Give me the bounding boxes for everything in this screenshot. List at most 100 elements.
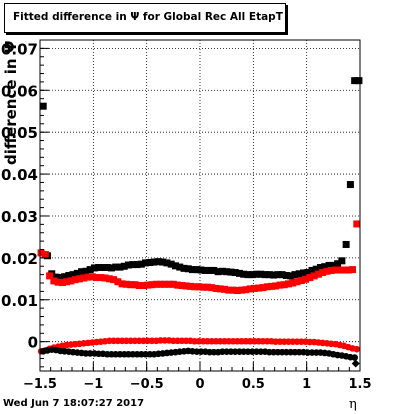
data-point-square (52, 273, 60, 281)
data-point-square (285, 280, 293, 288)
data-point-square (280, 281, 288, 289)
data-point-square (259, 284, 267, 292)
data-point-square (73, 269, 81, 277)
y-tick-label: 0.01 (1, 292, 38, 310)
data-point-square (338, 257, 346, 265)
data-point-square (319, 269, 327, 277)
data-point-square (165, 280, 173, 288)
data-point-square (323, 267, 331, 275)
data-point-square (317, 264, 325, 272)
data-point-square (349, 266, 357, 274)
chart-title: Fitted difference in Ψ for Global Rec Al… (13, 11, 283, 23)
data-point-square (174, 281, 182, 289)
data-point-square (240, 270, 248, 278)
data-point-square (193, 266, 201, 274)
data-point-square (86, 266, 94, 274)
data-point-square (344, 266, 352, 274)
data-point-square (69, 271, 77, 279)
x-tick-label: 0 (195, 377, 204, 392)
y-axis-label: difference in Ψ (2, 40, 20, 165)
data-point-square (37, 249, 45, 257)
data-point-square (346, 181, 354, 189)
data-point-square (120, 262, 128, 270)
data-point-square (41, 251, 49, 259)
data-point-square (295, 270, 303, 278)
data-point-square (101, 274, 109, 282)
data-point-square (293, 278, 301, 286)
data-point-square (137, 260, 145, 268)
data-point-square (65, 271, 73, 279)
data-point-square (255, 284, 263, 292)
data-point-square (118, 280, 126, 288)
data-point-square (112, 263, 120, 271)
data-point-square (58, 279, 66, 287)
data-point-square (157, 280, 165, 288)
data-point-square (253, 270, 261, 278)
data-point-square (178, 282, 186, 290)
data-point-square (95, 264, 103, 272)
data-point-square (223, 268, 231, 276)
data-point-square (272, 282, 280, 290)
data-point-square (71, 276, 79, 284)
data-point-circle (351, 354, 358, 361)
y-tick-label: 0.07 (1, 40, 38, 58)
x-tick-label: 1.5 (348, 377, 371, 392)
data-point-square (131, 281, 139, 289)
grid (40, 40, 360, 371)
data-point-square (235, 269, 243, 277)
data-point-square (304, 269, 312, 277)
data-point-square (225, 286, 233, 294)
data-point-square (314, 270, 322, 278)
data-point-square (287, 272, 295, 280)
data-point-square (84, 273, 92, 281)
data-point-square (97, 274, 105, 282)
data-point-square (184, 265, 192, 273)
data-point-square (90, 264, 98, 272)
data-point-square (150, 258, 158, 266)
data-point-square (206, 266, 214, 274)
data-point-square (182, 282, 190, 290)
data-point-square (154, 258, 162, 266)
data-point-square (246, 285, 254, 293)
data-point-square (238, 286, 246, 294)
data-point-square (199, 283, 207, 291)
x-tick-label: 0.5 (242, 377, 265, 392)
data-point-square (56, 274, 64, 282)
data-point-square (267, 282, 275, 290)
data-point-square (169, 280, 177, 288)
data-point-square (46, 272, 54, 280)
data-point-square (75, 275, 83, 283)
data-point-square (197, 266, 205, 274)
data-point-square (278, 271, 286, 279)
data-point-square (306, 274, 314, 282)
data-point-square (289, 279, 297, 287)
data-point-square (133, 261, 141, 269)
data-point-square (93, 274, 101, 282)
data-point-square (242, 286, 250, 294)
data-point-square (67, 277, 75, 285)
data-point-square (231, 269, 239, 277)
data-point-square (265, 271, 273, 279)
data-point-square (282, 271, 290, 279)
data-point-square (78, 268, 86, 276)
data-point-square (189, 266, 197, 274)
data-point-square (167, 260, 175, 268)
data-point-square (39, 102, 47, 110)
data-point-square (125, 261, 133, 269)
data-point-square (212, 284, 220, 292)
y-tick-label: 0.03 (1, 208, 38, 226)
data-point-square (116, 263, 124, 271)
data-point-square (325, 261, 333, 269)
data-point-square (227, 268, 235, 276)
data-point-square (270, 271, 278, 279)
data-point-square (180, 264, 188, 272)
data-point-square (103, 264, 111, 272)
data-point-square (135, 282, 143, 290)
data-point-square (110, 276, 118, 284)
y-tick-label: 0.06 (1, 82, 38, 100)
data-point-square (340, 266, 348, 274)
data-point-square (159, 258, 167, 266)
data-point-square (355, 77, 363, 85)
data-point-square (216, 285, 224, 293)
